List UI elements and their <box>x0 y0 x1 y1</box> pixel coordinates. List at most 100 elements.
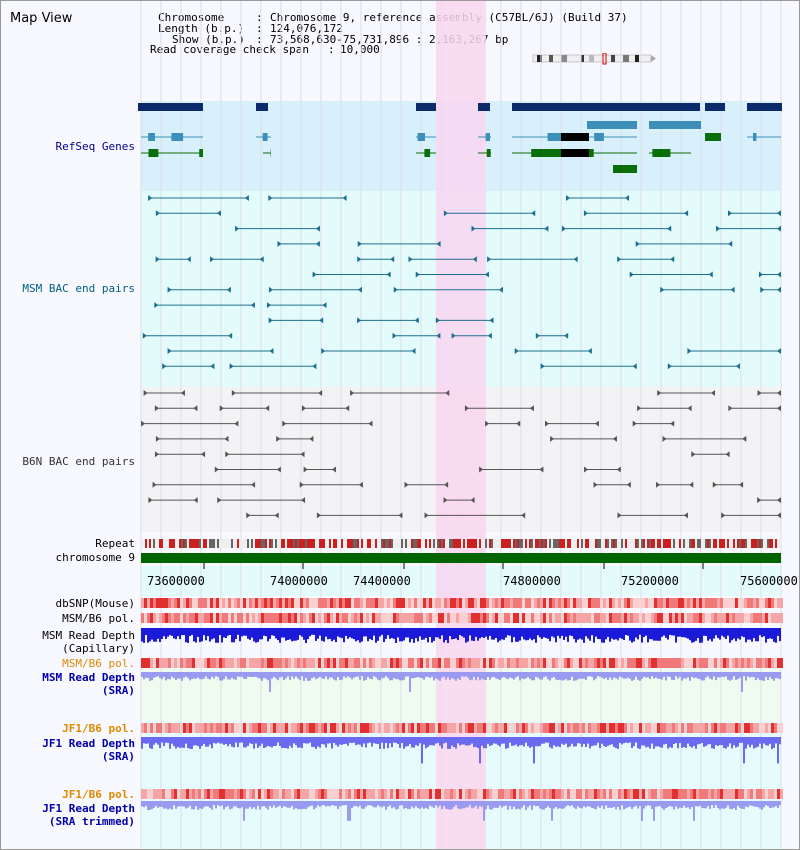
msm-sra-depth-bar <box>369 672 371 679</box>
jf1-b6-pol-trimmed-heat-cell <box>453 789 456 799</box>
chromosome-track-label[interactable]: chromosome 9 <box>55 551 135 564</box>
repeat-bar <box>661 539 663 548</box>
repeat-track-label[interactable]: Repeat <box>95 537 135 550</box>
dbsnp-heat-cell <box>300 598 303 608</box>
jf1-read-depth-sra-label[interactable]: JF1 Read Depth <box>42 737 135 750</box>
repeat-bar <box>171 539 173 548</box>
msm-b6-pol-sra-heat-cell <box>660 658 663 668</box>
msm-b6-pol-track-label[interactable]: MSM/B6 pol. <box>62 612 135 625</box>
jf1-trimmed-depth-bar <box>151 801 153 810</box>
msm-bac-end <box>312 363 317 370</box>
jf1-sra-depth-bar <box>189 737 191 749</box>
jf1-b6-pol-trimmed-heat-cell <box>594 789 597 799</box>
msm-b6-pol-sra-heat-cell <box>351 658 354 668</box>
msm-sra-depth-bar <box>659 672 661 679</box>
jf1-b6-pol-trimmed-heat-cell <box>720 789 723 799</box>
msm-b6-pol-heat-cell <box>306 613 309 623</box>
msm-capillary-depth-bar <box>663 628 665 636</box>
msm-sra-depth-bar <box>141 672 143 678</box>
msm-b6-pol-sra-heat-cell <box>624 658 627 668</box>
jf1-trimmed-depth-bar <box>233 801 235 807</box>
jf1-b6-pol-trimmed-heat-cell <box>261 789 264 799</box>
msm-b6-pol-heat-cell <box>429 613 432 623</box>
chromosome-ideogram[interactable] <box>531 53 661 67</box>
msm-bac-end <box>268 317 273 324</box>
msm-b6-pol-heat-cell <box>528 613 531 623</box>
ideogram-end <box>651 55 656 62</box>
msm-bac-end <box>259 256 264 263</box>
msm-b6-pol-sra-heat-cell <box>399 658 402 668</box>
repeat-bar <box>259 539 261 548</box>
jf1-b6-pol-trimmed-heat-cell <box>600 789 603 799</box>
msm-b6-pol-sra-heat-cell <box>741 658 744 668</box>
msm-sra-depth-bar <box>535 672 537 677</box>
jf1-read-depth-trimmed-label[interactable]: JF1 Read Depth <box>42 802 135 815</box>
jf1-trimmed-depth-bar <box>765 801 767 806</box>
msm-sra-depth-bar <box>551 672 553 678</box>
jf1-b6-pol-trimmed-heat-cell <box>567 789 570 799</box>
repeat-bar <box>573 539 575 548</box>
jf1-b6-pol-heat-cell <box>741 723 744 733</box>
jf1-sra-depth-bar <box>699 737 701 744</box>
msm-bac-end <box>632 363 637 370</box>
jf1-b6-pol-track-label[interactable]: JF1/B6 pol. <box>62 722 135 735</box>
msm-sra-depth-bar <box>279 672 281 678</box>
jf1-b6-pol-trimmed-heat-cell <box>348 789 351 799</box>
msm-b6-pol-heat-cell <box>510 613 513 623</box>
jf1-sra-depth-bar <box>561 737 563 744</box>
dbsnp-heat-cell <box>417 598 420 608</box>
msm-sra-depth-bar <box>371 672 373 680</box>
msm-sra-depth-bar <box>259 672 261 679</box>
msm-capillary-depth-bar <box>249 628 251 640</box>
dbsnp-heat-cell <box>339 598 342 608</box>
msm-sra-depth-bar <box>367 672 369 677</box>
dbsnp-heat-cell <box>444 598 447 608</box>
msm-sra-depth-bar <box>677 672 679 679</box>
msm-b6-pol-heat-cell <box>546 613 549 623</box>
jf1-sra-depth-bar <box>325 737 327 748</box>
msm-bac-track-label[interactable]: MSM BAC end pairs <box>22 282 135 295</box>
msm-b6-pol-sra-heat-cell <box>477 658 480 668</box>
refseq-track-label[interactable]: RefSeq Genes <box>55 140 135 153</box>
msm-b6-pol-sra-heat-cell <box>612 658 615 668</box>
dbsnp-heat-cell <box>630 598 633 608</box>
dbsnp-heat-cell <box>276 598 279 608</box>
msm-capillary-depth-bar <box>559 628 561 639</box>
jf1-sra-depth-bar <box>453 737 455 748</box>
dbsnp-heat-cell <box>189 598 192 608</box>
jf1-b6-pol-trimmed-heat-cell <box>684 789 687 799</box>
dbsnp-heat-cell <box>150 598 153 608</box>
jf1-trimmed-depth-bar <box>455 801 457 806</box>
msm-sra-depth-bar <box>715 672 717 681</box>
msm-bac-end <box>573 256 578 263</box>
msm-b6-pol-sra-heat-cell <box>633 658 636 668</box>
msm-capillary-depth-bar <box>419 628 421 637</box>
jf1-trimmed-depth-bar <box>219 801 221 807</box>
msm-b6-pol-sra-heat-cell <box>282 658 285 668</box>
msm-capillary-depth-bar <box>585 628 587 637</box>
repeat-bar <box>303 539 305 548</box>
msm-read-depth-sra-label[interactable]: MSM Read Depth <box>42 671 135 684</box>
msm-bac-end <box>617 256 622 263</box>
jf1-trimmed-depth-bar <box>239 801 241 809</box>
jf1-trimmed-depth-bar <box>179 801 181 807</box>
dbsnp-heat-cell <box>735 598 738 608</box>
msm-capillary-depth-bar <box>575 628 577 643</box>
jf1-b6-pol-trimmed-heat-cell <box>144 789 147 799</box>
b6n-bac-track-label[interactable]: B6N BAC end pairs <box>22 455 135 468</box>
dbsnp-heat-cell <box>477 598 480 608</box>
jf1-b6-pol-trimmed-track-label[interactable]: JF1/B6 pol. <box>62 788 135 801</box>
dbsnp-track-label[interactable]: dbSNP(Mouse) <box>55 597 135 610</box>
msm-sra-depth-bar <box>649 672 651 679</box>
msm-capillary-depth-bar <box>381 628 383 635</box>
msm-read-depth-capillary-label[interactable]: MSM Read Depth <box>42 629 135 642</box>
dbsnp-heat-cell <box>264 598 267 608</box>
jf1-sra-depth-bar <box>145 737 147 744</box>
msm-b6-pol-sra-track-label[interactable]: MSM/B6 pol. <box>62 657 135 670</box>
msm-sra-depth-bar <box>539 672 541 680</box>
msm-sra-depth-bar <box>725 672 727 677</box>
msm-b6-pol-sra-heat-cell <box>213 658 216 668</box>
msm-capillary-depth-bar <box>773 628 775 642</box>
dbsnp-heat-cell <box>738 598 741 608</box>
